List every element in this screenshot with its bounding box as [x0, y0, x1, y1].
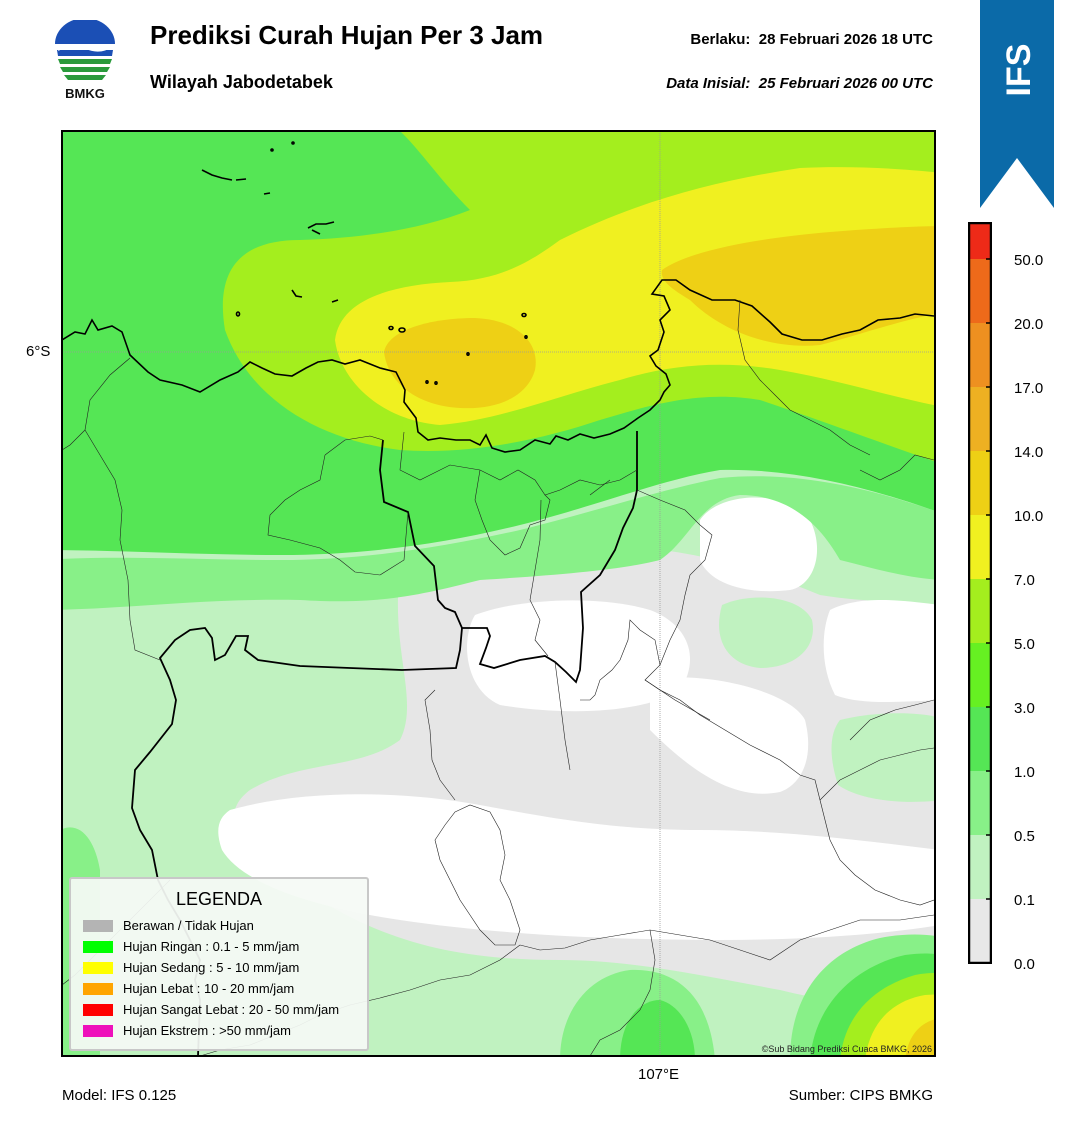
model-label: Model: IFS 0.125 [62, 1087, 177, 1104]
thousand-islands [201, 141, 528, 385]
banner-text: IFS [1000, 44, 1038, 97]
legend-label: Hujan Ekstrem : >50 mm/jam [123, 1023, 291, 1039]
map-credit: ©Sub Bidang Prediksi Cuaca BMKG, 2026 [761, 1044, 932, 1054]
colorbar-border [968, 222, 992, 964]
colorbar-segment [968, 835, 992, 899]
init-value: 25 Februari 2026 00 UTC [758, 75, 933, 92]
colorbar-segment [968, 259, 992, 323]
colorbar-tick-label: 20.0 [1014, 316, 1044, 333]
bmkg-logo: BMKG [55, 20, 115, 101]
legend-box: LEGENDA Berawan / Tidak Hujan Hujan Ring… [69, 877, 369, 1051]
rain-field-white [218, 794, 934, 940]
colorbar-segment [968, 707, 992, 771]
colorbar-tick-label: 0.5 [1014, 828, 1035, 845]
legend-item: Hujan Lebat : 10 - 20 mm/jam [83, 980, 294, 996]
map-subtitle: Wilayah Jabodetabek [150, 72, 333, 92]
colorbar-tick-label: 7.0 [1014, 572, 1035, 589]
rain-field-light [719, 597, 813, 668]
legend-swatch [83, 982, 113, 995]
init-label: Data Inisial: [666, 75, 751, 92]
legend-label: Berawan / Tidak Hujan [123, 918, 254, 934]
legend-label: Hujan Sangat Lebat : 20 - 50 mm/jam [123, 1002, 340, 1018]
colorbar-tick-label: 0.0 [1014, 956, 1035, 973]
longitude-label: 107°E [638, 1066, 680, 1083]
colorbar-tick-label: 17.0 [1014, 380, 1044, 397]
rain-field-white [823, 600, 934, 703]
legend-item: Hujan Sedang : 5 - 10 mm/jam [83, 959, 299, 975]
legend-swatch [83, 1024, 113, 1037]
legend-title: LEGENDA [175, 889, 263, 909]
colorbar-segment [968, 451, 992, 515]
rain-field-white [650, 677, 809, 794]
banner-shape [980, 0, 1054, 208]
legend-label: Hujan Ringan : 0.1 - 5 mm/jam [123, 939, 300, 955]
valid-time: Berlaku: 28 Februari 2026 18 UTC [690, 31, 933, 48]
legend-item: Hujan Ekstrem : >50 mm/jam [83, 1022, 291, 1038]
colorbar [968, 222, 992, 964]
colorbar-tick-label: 50.0 [1014, 252, 1044, 269]
rain-field-light [831, 713, 934, 802]
colorbar-segment [968, 515, 992, 579]
logo-text: BMKG [65, 86, 105, 101]
rain-field-heavy-lower [905, 1019, 934, 1056]
colorbar-segment [968, 771, 992, 835]
colorbar-segment [968, 899, 992, 963]
colorbar-segment [968, 643, 992, 707]
graticule [62, 131, 934, 1056]
init-time: Data Inisial: 25 Februari 2026 00 UTC [666, 75, 933, 92]
legend-label: Hujan Lebat : 10 - 20 mm/jam [123, 981, 295, 997]
rain-field-medium-light [62, 476, 934, 610]
ifs-banner: IFS [980, 0, 1054, 208]
colorbar-segment [968, 222, 992, 259]
colorbar-tick-label: 14.0 [1014, 444, 1044, 461]
rain-field-heavy-lower [384, 318, 536, 409]
rain-field-light-rain [620, 1000, 695, 1056]
legend-swatch [83, 940, 113, 953]
valid-label: Berlaku: [690, 31, 751, 48]
map-title: Prediksi Curah Hujan Per 3 Jam [150, 20, 544, 50]
colorbar-tick-label: 0.1 [1014, 892, 1035, 909]
colorbar-tick-label: 3.0 [1014, 700, 1035, 717]
coastline [62, 279, 934, 453]
legend-label: Hujan Sedang : 5 - 10 mm/jam [123, 960, 300, 976]
rain-field-white [700, 497, 818, 592]
rain-field-heavy-lower [661, 226, 934, 346]
legend-item: Berawan / Tidak Hujan [83, 917, 254, 933]
rain-field-white [467, 600, 690, 712]
colorbar-tick-label: 10.0 [1014, 508, 1044, 525]
colorbar-segment [968, 323, 992, 387]
latitude-label: 6°S [26, 343, 51, 360]
valid-value: 28 Februari 2026 18 UTC [758, 31, 933, 48]
legend-item: Hujan Ringan : 0.1 - 5 mm/jam [83, 938, 299, 954]
colorbar-tick-label: 1.0 [1014, 764, 1035, 781]
legend-swatch [83, 919, 113, 932]
bmkg-emblem [55, 20, 115, 80]
colorbar-segment [968, 579, 992, 643]
legend-item: Hujan Sangat Lebat : 20 - 50 mm/jam [83, 1001, 339, 1017]
source-label: Sumber: CIPS BMKG [788, 1087, 933, 1104]
colorbar-tick-label: 5.0 [1014, 636, 1035, 653]
colorbar-segment [968, 387, 992, 451]
legend-swatch [83, 1003, 113, 1016]
legend-swatch [83, 961, 113, 974]
